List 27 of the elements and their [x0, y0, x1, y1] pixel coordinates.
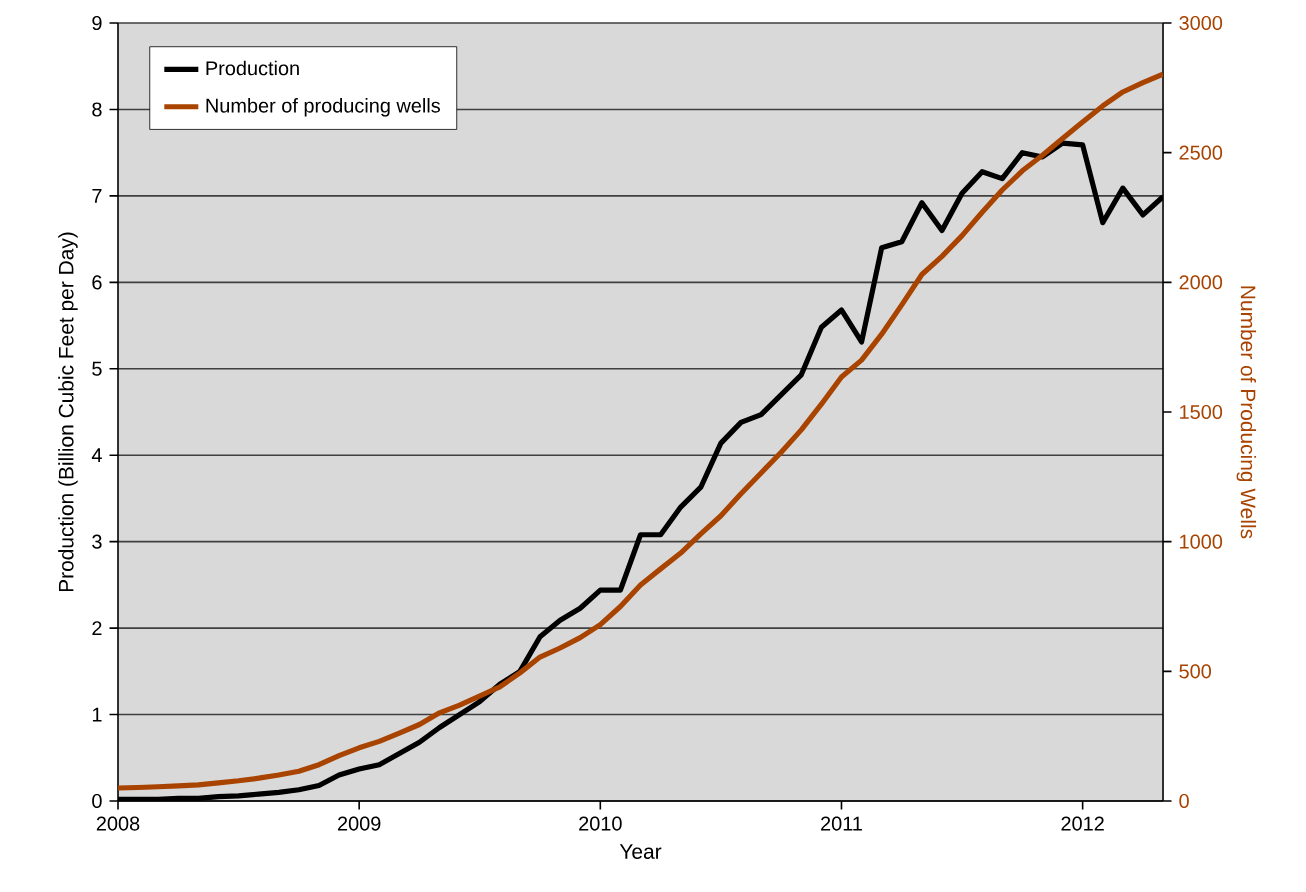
y-tick-label: 8	[92, 102, 102, 117]
y-tick-label: 6	[92, 275, 102, 290]
y-tick-label: 3	[92, 534, 102, 549]
x-tick-label: 2011	[821, 816, 862, 831]
y2-tick-label: 1000	[1180, 534, 1223, 549]
y2-tick-label: 1500	[1180, 404, 1223, 420]
legend-label: Production	[206, 60, 299, 76]
x-axis-title: Year	[619, 844, 662, 859]
y-tick-label: 7	[92, 189, 102, 203]
x-tick-label: 2012	[1061, 816, 1104, 831]
y2-tick-label: 500	[1179, 664, 1212, 679]
y-tick-label: 2	[92, 621, 102, 636]
y-tick-label: 0	[92, 793, 102, 809]
x-tick-label: 2008	[96, 816, 140, 831]
y-tick-label: 4	[91, 448, 102, 463]
y-axis-title: Production (Billion Cubic Feet per Day)	[58, 232, 78, 592]
legend-label: Number of producing wells	[206, 98, 441, 117]
y-tick-label: 9	[92, 15, 102, 31]
y2-axis-title: Number of Producing Wells	[1236, 286, 1257, 539]
y-tick-label: 5	[92, 361, 102, 376]
y2-tick-label: 2000	[1179, 275, 1223, 290]
y2-tick-label: 0	[1179, 793, 1189, 809]
y2-tick-label: 2500	[1179, 145, 1223, 160]
x-tick-label: 2010	[579, 816, 622, 831]
x-tick-label: 2009	[338, 816, 381, 831]
y2-tick-label: 3000	[1179, 15, 1223, 31]
y-tick-label: 1	[92, 707, 102, 722]
